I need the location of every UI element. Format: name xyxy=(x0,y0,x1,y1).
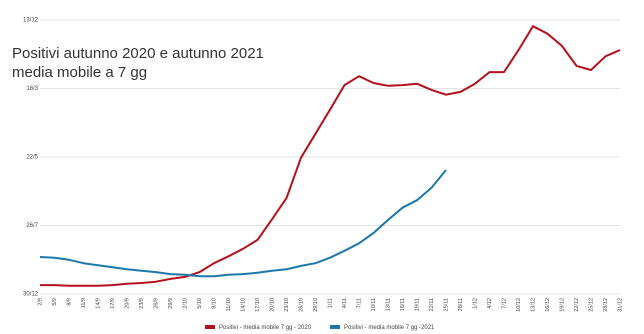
x-tick-label: 28/11 xyxy=(458,298,464,311)
x-tick-label: 23/10 xyxy=(284,298,290,312)
x-tick-label: 11/10 xyxy=(226,298,232,311)
x-tick-label: 10/11 xyxy=(371,298,377,311)
chart-title: Positivi autunno 2020 e autunno 2021 xyxy=(12,45,264,62)
x-tick-label: 7/12 xyxy=(501,298,507,309)
chart-title: media mobile a 7 gg xyxy=(12,64,147,81)
series-line xyxy=(40,25,621,287)
y-tick-label: 13/12 xyxy=(23,18,39,24)
x-tick-label: 22/12 xyxy=(574,298,580,312)
x-tick-label: 20/10 xyxy=(269,298,275,312)
x-tick-label: 5/10 xyxy=(197,298,203,309)
x-tick-label: 26/10 xyxy=(298,298,304,312)
x-tick-label: 5/9 xyxy=(52,298,58,306)
x-tick-label: 1/12 xyxy=(472,298,478,309)
y-tick-label: 22/5 xyxy=(26,155,38,161)
x-tick-label: 2/9 xyxy=(37,298,43,306)
x-tick-label: 8/10 xyxy=(211,298,217,309)
x-tick-label: 25/12 xyxy=(588,298,594,312)
x-tick-label: 2/10 xyxy=(182,298,188,309)
x-tick-label: 14/10 xyxy=(240,298,246,312)
x-tick-label: 8/9 xyxy=(66,298,72,306)
x-tick-label: 23/9 xyxy=(139,298,145,309)
x-tick-label: 7/11 xyxy=(356,298,362,308)
x-tick-label: 17/9 xyxy=(110,298,116,309)
x-tick-label: 4/11 xyxy=(342,298,348,308)
x-tick-label: 17/10 xyxy=(255,298,261,312)
series-line xyxy=(39,169,447,278)
x-tick-label: 19/11 xyxy=(414,298,420,311)
x-tick-label: 16/11 xyxy=(400,298,406,311)
y-tick-label: 18/3 xyxy=(26,86,38,92)
x-tick-label: 20/9 xyxy=(124,298,130,309)
x-tick-label: 26/9 xyxy=(153,298,159,309)
x-tick-label: 10/12 xyxy=(516,298,522,312)
x-tick-label: 29/10 xyxy=(313,298,319,312)
x-tick-label: 22/11 xyxy=(429,298,435,311)
x-tick-label: 13/11 xyxy=(385,298,391,311)
x-tick-label: 16/12 xyxy=(545,298,551,312)
legend-swatch xyxy=(330,325,340,329)
x-tick-label: 25/11 xyxy=(443,298,449,311)
y-tick-label: 26/7 xyxy=(26,223,38,229)
x-tick-label: 29/9 xyxy=(168,298,174,309)
y-tick-label: 30/12 xyxy=(23,292,39,298)
x-tick-label: 19/12 xyxy=(559,298,565,312)
x-tick-label: 13/12 xyxy=(530,298,536,312)
x-tick-label: 4/12 xyxy=(487,298,493,309)
legend-label: Positivi - media mobile 7 gg - 2020 xyxy=(219,325,312,331)
x-tick-label: 28/12 xyxy=(603,298,609,312)
legend-swatch xyxy=(205,325,215,329)
x-tick-label: 11/9 xyxy=(81,298,87,308)
legend-label: Positivi - media mobile 7 gg -2021 xyxy=(344,325,435,331)
x-tick-label: 1/11 xyxy=(327,298,333,308)
x-tick-label: 14/9 xyxy=(95,298,101,309)
x-tick-label: 31/12 xyxy=(617,298,623,312)
